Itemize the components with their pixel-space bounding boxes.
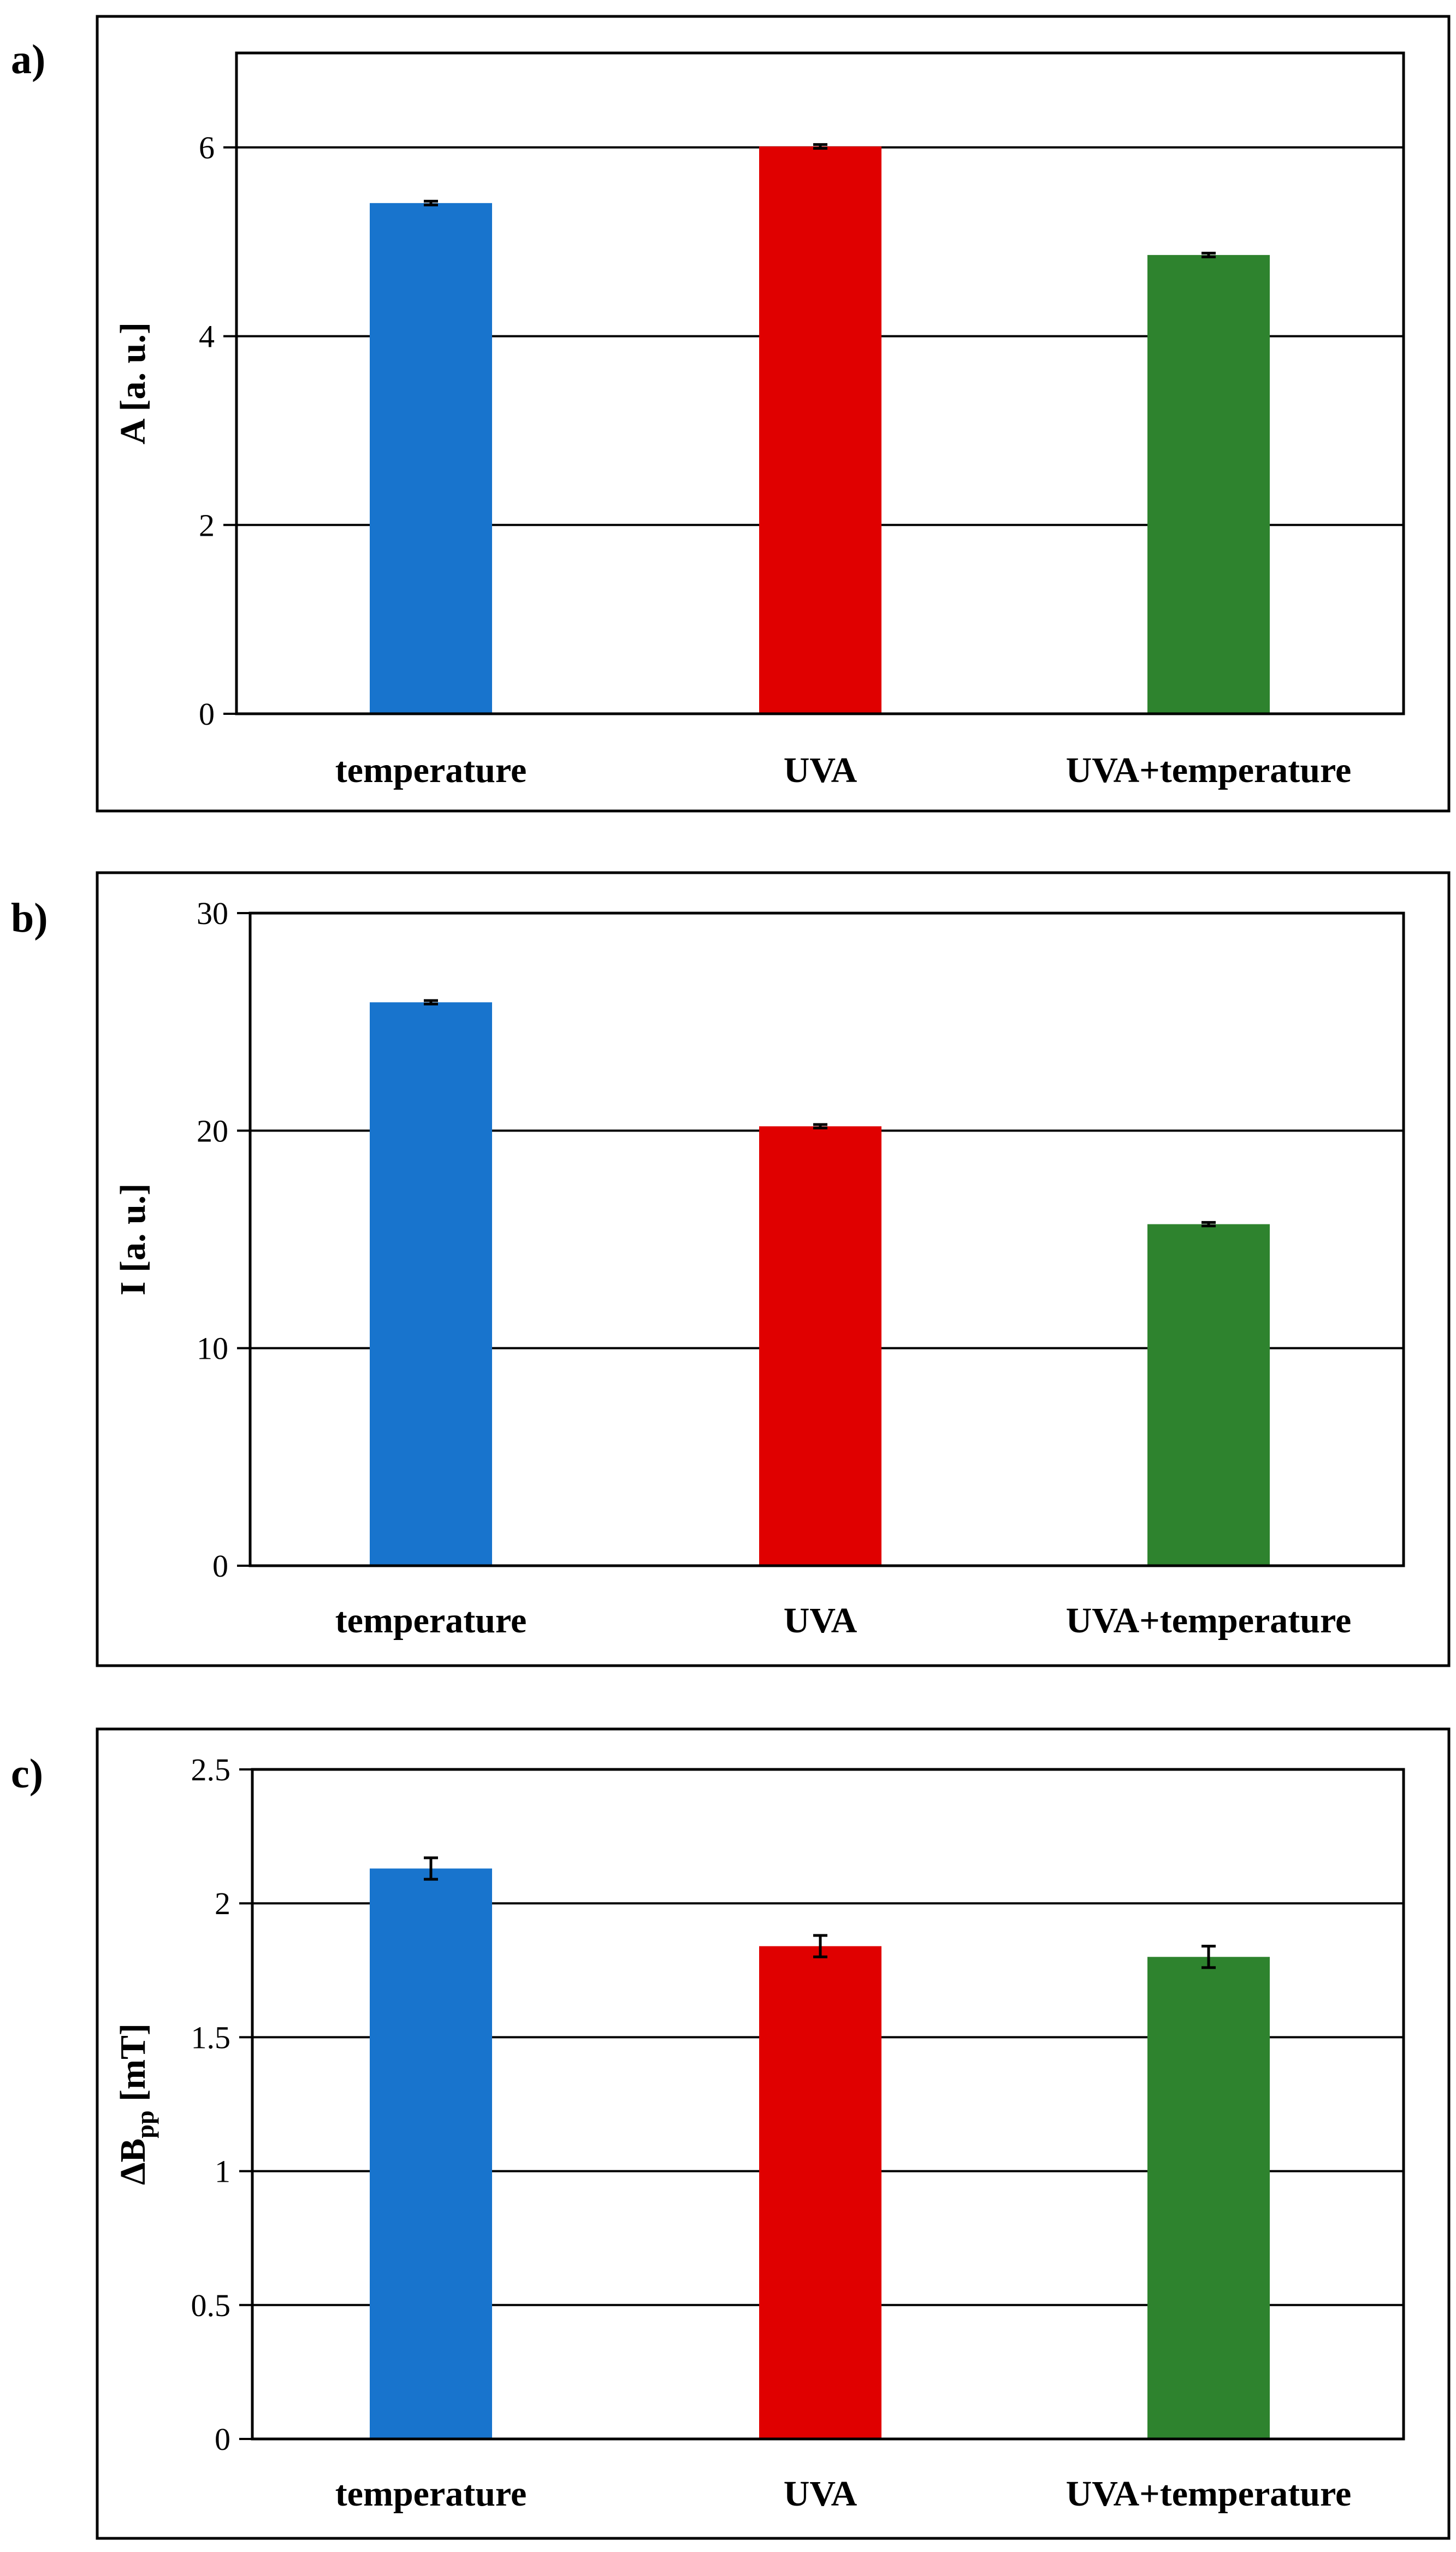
panel-b-label: b) (11, 895, 48, 941)
error-bar (1202, 251, 1216, 258)
y-tick-label: 1.5 (191, 2020, 231, 2055)
error-bar (1202, 1221, 1216, 1228)
y-tick-label: 0 (199, 696, 215, 732)
y-tick-label: 20 (197, 1113, 228, 1148)
error-bar (813, 143, 827, 150)
bar-temperature (370, 1868, 492, 2439)
x-category-label: UVA (784, 750, 857, 790)
x-category-label: UVA+temperature (1066, 750, 1352, 790)
y-tick-label: 2 (215, 1886, 230, 1921)
error-bar (813, 1934, 827, 1958)
plot-area-frame (251, 1768, 1405, 2441)
y-tick-label: 10 (197, 1331, 228, 1366)
y-tick-label: 4 (199, 319, 215, 354)
panel-frame (96, 871, 1451, 1667)
y-tick-label: 0 (212, 1548, 228, 1584)
chart-panel-3: 0 0.5 1 1.5 2 2.5 temperature UVA UVA+temperatur… (96, 1727, 1451, 2540)
x-category-label: temperature (335, 750, 527, 790)
y-tick-label: 1 (215, 2154, 230, 2189)
chart-panel-2: 0 10 20 30 temperature UVA UVA+temperature I [a… (96, 871, 1451, 1667)
bar-uva-plus-temperature (1147, 1224, 1270, 1566)
bar-temperature (370, 203, 492, 714)
y-tick-label: 2.5 (191, 1752, 231, 1787)
x-category-label: temperature (335, 1601, 527, 1641)
bar-uva-plus-temperature (1147, 254, 1270, 714)
y-axis-label: A [a. u.] (113, 322, 153, 445)
bar-temperature (370, 1002, 492, 1566)
y-tick-label: 2 (199, 507, 215, 543)
bar-uva-plus-temperature (1147, 1957, 1270, 2439)
plot-area-frame (235, 51, 1405, 715)
chart-panel-1: 0 2 4 6 temperature UVA UVA+temperature A [a. u… (96, 15, 1451, 813)
y-tick-label: 30 (197, 896, 228, 931)
x-category-label: temperature (335, 2474, 527, 2514)
plot-area-frame (248, 911, 1405, 1567)
y-tick-label: 0 (215, 2421, 230, 2457)
bar-uva (759, 1946, 881, 2439)
y-axis-label: I [a. u.] (113, 1183, 153, 1295)
x-category-label: UVA+temperature (1066, 1601, 1352, 1641)
panel-frame (96, 1727, 1451, 2540)
x-category-label: UVA+temperature (1066, 2474, 1352, 2514)
error-bar (424, 999, 438, 1006)
x-category-label: UVA (784, 1601, 857, 1641)
error-bar (1202, 1945, 1216, 1969)
x-category-label: UVA (784, 2474, 857, 2514)
panel-frame (96, 15, 1451, 813)
y-tick-label: 6 (199, 130, 215, 165)
panel-c-label: c) (11, 1751, 44, 1797)
bar-uva (759, 146, 881, 714)
y-tick-label: 0.5 (191, 2288, 231, 2323)
error-bar (424, 1856, 438, 1881)
error-bar (424, 199, 438, 206)
error-bar (813, 1123, 827, 1130)
y-axis-label: ΔBpp [mT] (113, 2023, 159, 2185)
panel-a-label: a) (11, 37, 46, 82)
bar-uva (759, 1126, 881, 1566)
